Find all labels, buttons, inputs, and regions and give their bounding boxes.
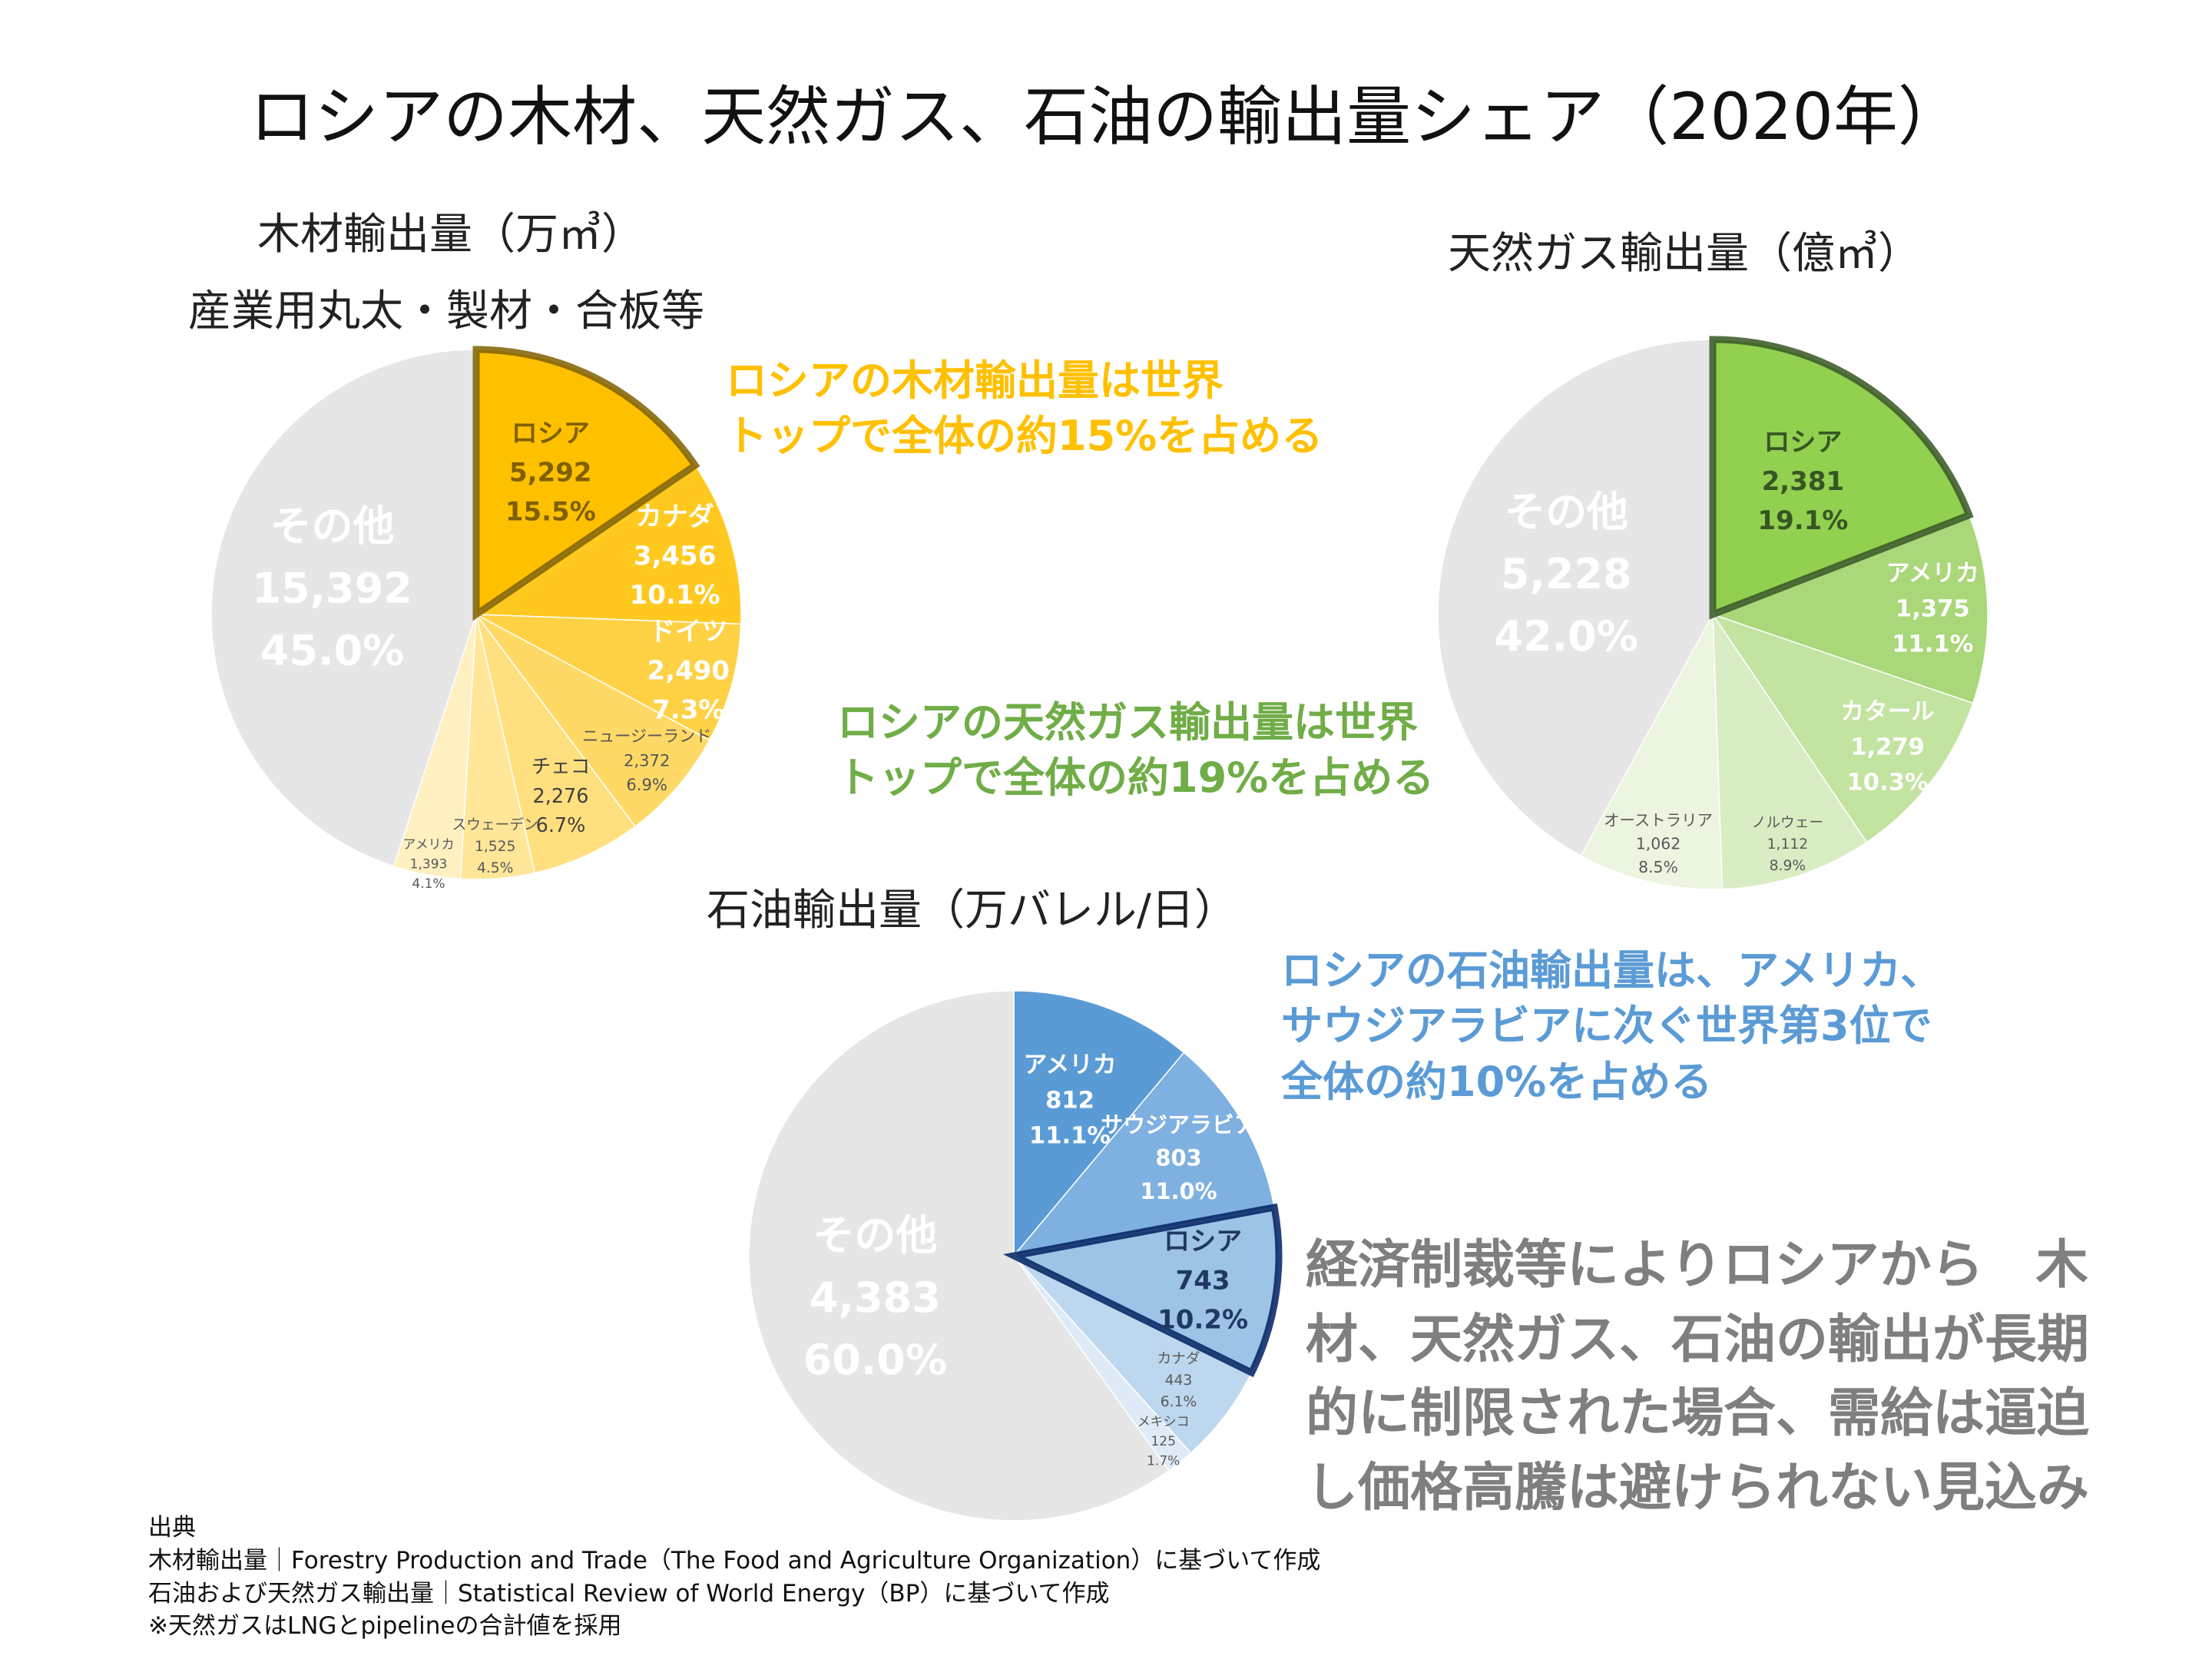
wood-label-value-4: 2,276 xyxy=(532,785,588,808)
wood-slice-2 xyxy=(475,614,742,741)
wood-label-name-5: スウェーデン xyxy=(452,817,538,833)
gas-slice-4 xyxy=(1580,612,1724,890)
oil-slice-5 xyxy=(748,990,1170,1522)
wood-label-name-6: アメリカ xyxy=(402,837,454,853)
wood-label-pct-1: 10.1% xyxy=(630,580,720,611)
wood-label-name-0: ロシア xyxy=(512,419,590,449)
wood-label-value-7: 15,392 xyxy=(252,565,412,613)
wood-label-value-6: 1,393 xyxy=(410,856,448,872)
wood-label-value-5: 1,525 xyxy=(475,839,516,855)
gas-label-pct-0: 19.1% xyxy=(1757,505,1848,536)
wood-slice-7 xyxy=(210,349,477,867)
gas-slice-1 xyxy=(1710,514,1988,704)
gas-label-pct-1: 11.1% xyxy=(1892,631,1973,658)
wood-label-name-1: カナダ xyxy=(636,502,714,532)
wood-slice-4 xyxy=(475,614,637,874)
gas-label-name-3: ノルウェー xyxy=(1752,815,1823,831)
oil-label-name-3: カナダ xyxy=(1157,1351,1200,1367)
wood-chart-subtitle: 産業用丸太・製材・合板等 xyxy=(188,286,704,336)
gas-label-name-2: カタール xyxy=(1840,699,1934,726)
oil-label-value-3: 443 xyxy=(1165,1373,1193,1389)
wood-label-name-2: ドイツ xyxy=(649,617,727,647)
gas-slice-3 xyxy=(1712,612,1868,890)
gas-slice-2 xyxy=(1711,613,1974,843)
wood-label-value-3: 2,372 xyxy=(624,750,670,770)
gas-label-value-2: 1,279 xyxy=(1850,733,1925,760)
wood-label-name-7: その他 xyxy=(270,502,395,551)
oil-chart-title: 石油輸出量（万バレル/日） xyxy=(707,886,1237,935)
oil-label-value-5: 4,383 xyxy=(810,1273,941,1322)
oil-slice-1 xyxy=(1012,1051,1276,1257)
gas-callout: ロシアの天然ガス輸出量は世界 トップで全体の約19%を占める xyxy=(837,698,1435,803)
gas-label-name-1: アメリカ xyxy=(1886,561,1979,588)
oil-label-value-4: 125 xyxy=(1151,1434,1175,1449)
oil-label-value-2: 743 xyxy=(1176,1265,1230,1296)
oil-label-pct-3: 6.1% xyxy=(1161,1394,1197,1410)
gas-label-value-1: 1,375 xyxy=(1896,596,1970,623)
gas-label-pct-2: 10.3% xyxy=(1847,769,1929,796)
oil-slice-0 xyxy=(1013,990,1185,1258)
gas-slice-5 xyxy=(1437,339,1714,857)
gas-label-name-0: ロシア xyxy=(1763,427,1842,458)
wood-label-value-2: 2,490 xyxy=(647,656,730,687)
oil-label-name-1: サウジアラビア xyxy=(1101,1111,1256,1137)
gas-label-pct-3: 8.9% xyxy=(1770,858,1806,874)
oil-label-pct-1: 11.0% xyxy=(1140,1178,1217,1204)
oil-label-value-0: 812 xyxy=(1045,1087,1094,1114)
gas-label-value-4: 1,062 xyxy=(1636,835,1681,853)
gas-label-pct-4: 8.5% xyxy=(1638,858,1678,876)
gas-label-value-3: 1,112 xyxy=(1767,836,1809,853)
oil-label-pct-4: 1.7% xyxy=(1147,1453,1180,1469)
conclusion-text: 経済制裁等によりロシアから 木 材、天然ガス、石油の輸出が長期 的に制限された場… xyxy=(1306,1235,2090,1518)
wood-slice-1 xyxy=(474,464,742,625)
oil-label-value-1: 803 xyxy=(1155,1145,1201,1171)
wood-label-pct-5: 4.5% xyxy=(477,860,513,876)
gas-label-name-5: その他 xyxy=(1504,488,1628,536)
oil-label-name-4: メキシコ xyxy=(1137,1414,1190,1429)
wood-label-pct-3: 6.9% xyxy=(626,775,667,794)
wood-label-name-3: ニュージーランド xyxy=(582,727,711,746)
oil-label-name-0: アメリカ xyxy=(1024,1052,1117,1079)
gas-label-pct-5: 42.0% xyxy=(1495,612,1638,661)
wood-highlight-outline xyxy=(472,346,700,621)
page-title: ロシアの木材、天然ガス、石油の輸出量シェア（2020年） xyxy=(250,79,1962,154)
oil-callout: ロシアの石油輸出量は、アメリカ、 サウジアラビアに次ぐ世界第3位で 全体の約10… xyxy=(1281,946,1942,1106)
oil-label-name-5: その他 xyxy=(813,1211,937,1260)
wood-slice-3 xyxy=(475,614,710,828)
wood-callout: ロシアの木材輸出量は世界 トップで全体の約15%を占める xyxy=(726,356,1323,461)
gas-highlight-outline xyxy=(1709,336,1974,620)
gas-chart-title: 天然ガス輸出量（億㎥） xyxy=(1448,229,1921,279)
wood-label-value-0: 5,292 xyxy=(509,458,592,488)
wood-label-pct-6: 4.1% xyxy=(412,876,445,892)
gas-label-value-0: 2,381 xyxy=(1762,466,1845,497)
gas-label-value-5: 5,228 xyxy=(1501,550,1632,598)
oil-label-pct-0: 11.1% xyxy=(1029,1122,1111,1149)
oil-label-pct-2: 10.2% xyxy=(1157,1304,1248,1335)
wood-label-pct-2: 7.3% xyxy=(652,695,724,726)
wood-label-pct-0: 15.5% xyxy=(505,497,596,528)
oil-label-name-2: ロシア xyxy=(1164,1226,1242,1257)
source-notes: 出典 木材輸出量｜Forestry Production and Trade（T… xyxy=(148,1514,1321,1641)
wood-label-name-4: チェコ xyxy=(531,756,591,779)
wood-label-value-1: 3,456 xyxy=(634,541,717,571)
wood-label-pct-7: 45.0% xyxy=(260,627,404,675)
oil-label-pct-5: 60.0% xyxy=(803,1336,947,1384)
wood-label-pct-4: 6.7% xyxy=(536,814,586,837)
gas-label-name-4: オーストラリア xyxy=(1604,811,1713,830)
oil-highlight-outline xyxy=(1002,1203,1283,1378)
wood-chart-title: 木材輸出量（万㎥） xyxy=(257,210,644,260)
